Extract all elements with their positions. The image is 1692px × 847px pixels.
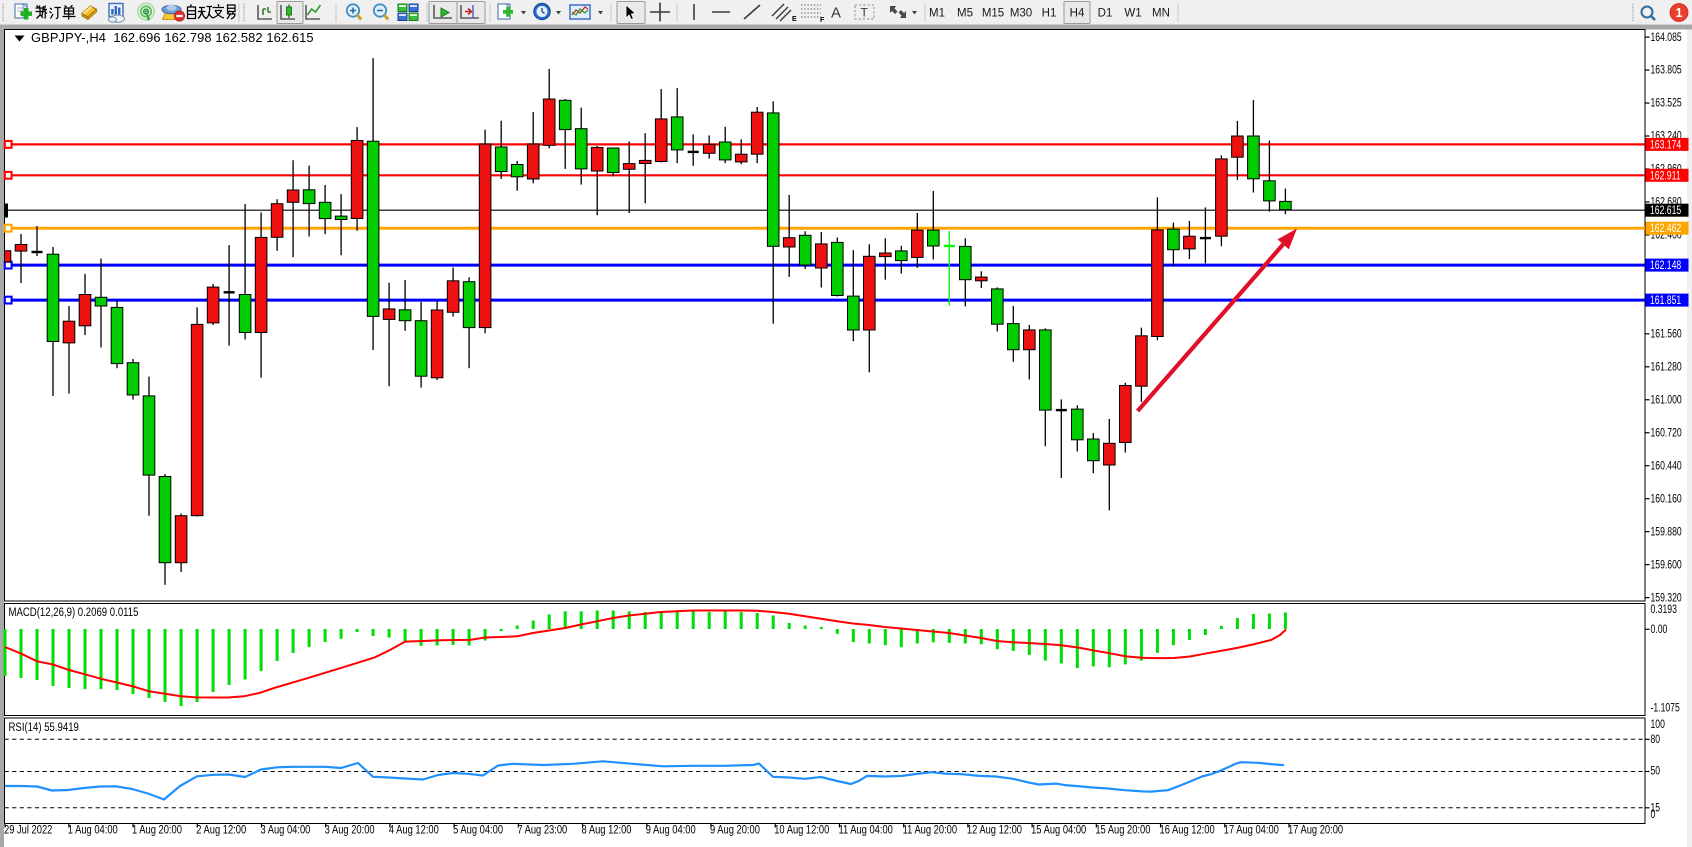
svg-text:162.148: 162.148 xyxy=(1650,260,1681,273)
svg-text:M30: M30 xyxy=(1010,8,1032,20)
svg-text:159.320: 159.320 xyxy=(1651,592,1682,605)
svg-text:GBPJPY-,H4 162.696 162.798 16: GBPJPY-,H4 162.696 162.798 162.582 162.6… xyxy=(31,30,314,45)
svg-text:1: 1 xyxy=(1676,6,1683,20)
svg-text:3 Aug 20:00: 3 Aug 20:00 xyxy=(325,823,375,836)
svg-text:11 Aug 04:00: 11 Aug 04:00 xyxy=(838,823,892,836)
svg-text:0.00: 0.00 xyxy=(1651,624,1668,637)
svg-text:8 Aug 12:00: 8 Aug 12:00 xyxy=(582,823,632,836)
svg-text:160.720: 160.720 xyxy=(1651,427,1682,440)
svg-text:161.280: 161.280 xyxy=(1651,361,1682,374)
svg-text:50: 50 xyxy=(1651,765,1661,778)
svg-text:17 Aug 20:00: 17 Aug 20:00 xyxy=(1288,823,1343,836)
svg-text:MACD(12,26,9) 0.2069 0.0115: MACD(12,26,9) 0.2069 0.0115 xyxy=(9,606,139,619)
svg-text:163.174: 163.174 xyxy=(1650,139,1681,152)
svg-text:2 Aug 12:00: 2 Aug 12:00 xyxy=(196,823,246,836)
svg-text:RSI(14) 55.9419: RSI(14) 55.9419 xyxy=(9,721,79,734)
svg-text:159.600: 159.600 xyxy=(1651,559,1682,572)
svg-text:16 Aug 12:00: 16 Aug 12:00 xyxy=(1160,823,1215,836)
svg-text:15: 15 xyxy=(1651,802,1661,815)
svg-text:M1: M1 xyxy=(929,8,945,20)
svg-text:E: E xyxy=(792,16,797,23)
svg-text:100: 100 xyxy=(1651,719,1666,732)
svg-text:15 Aug 20:00: 15 Aug 20:00 xyxy=(1095,823,1150,836)
svg-text:M5: M5 xyxy=(957,8,973,20)
svg-text:161.851: 161.851 xyxy=(1650,295,1681,308)
svg-text:162.615: 162.615 xyxy=(1650,205,1681,218)
svg-text:163.805: 163.805 xyxy=(1651,65,1682,78)
svg-text:0.3193: 0.3193 xyxy=(1651,604,1678,617)
svg-text:F: F xyxy=(820,17,825,24)
svg-text:D1: D1 xyxy=(1098,8,1113,20)
svg-text:162.911: 162.911 xyxy=(1650,170,1681,183)
svg-text:12 Aug 12:00: 12 Aug 12:00 xyxy=(967,823,1022,836)
svg-text:164.085: 164.085 xyxy=(1651,32,1682,45)
svg-text:80: 80 xyxy=(1651,734,1661,747)
svg-text:-1.1075: -1.1075 xyxy=(1651,702,1680,715)
svg-text:T: T xyxy=(861,6,869,20)
svg-text:H4: H4 xyxy=(1070,8,1085,20)
svg-text:1 Aug 04:00: 1 Aug 04:00 xyxy=(68,823,118,836)
svg-text:1 Aug 20:00: 1 Aug 20:00 xyxy=(132,823,182,836)
svg-text:0: 0 xyxy=(1651,809,1656,822)
svg-text:161.000: 161.000 xyxy=(1651,394,1682,407)
svg-text:W1: W1 xyxy=(1124,8,1141,20)
svg-text:5 Aug 04:00: 5 Aug 04:00 xyxy=(453,823,503,836)
svg-text:3 Aug 04:00: 3 Aug 04:00 xyxy=(260,823,310,836)
svg-text:A: A xyxy=(831,5,841,22)
svg-text:M15: M15 xyxy=(982,8,1004,20)
svg-text:159.880: 159.880 xyxy=(1651,526,1682,539)
svg-text:162.462: 162.462 xyxy=(1650,223,1681,236)
svg-text:29 Jul 2022: 29 Jul 2022 xyxy=(4,823,52,836)
svg-text:163.525: 163.525 xyxy=(1651,98,1682,111)
svg-text:H1: H1 xyxy=(1042,8,1057,20)
svg-text:160.440: 160.440 xyxy=(1651,460,1682,473)
svg-text:9 Aug 04:00: 9 Aug 04:00 xyxy=(646,823,696,836)
svg-text:4 Aug 12:00: 4 Aug 12:00 xyxy=(389,823,439,836)
svg-text:9 Aug 20:00: 9 Aug 20:00 xyxy=(710,823,760,836)
svg-text:7 Aug 23:00: 7 Aug 23:00 xyxy=(517,823,567,836)
svg-text:160.160: 160.160 xyxy=(1651,493,1682,506)
svg-text:10 Aug 12:00: 10 Aug 12:00 xyxy=(774,823,829,836)
svg-text:161.560: 161.560 xyxy=(1651,328,1682,341)
svg-text:15 Aug 04:00: 15 Aug 04:00 xyxy=(1031,823,1086,836)
svg-text:17 Aug 04:00: 17 Aug 04:00 xyxy=(1224,823,1279,836)
svg-text:MN: MN xyxy=(1152,8,1170,20)
svg-text:11 Aug 20:00: 11 Aug 20:00 xyxy=(903,823,957,836)
